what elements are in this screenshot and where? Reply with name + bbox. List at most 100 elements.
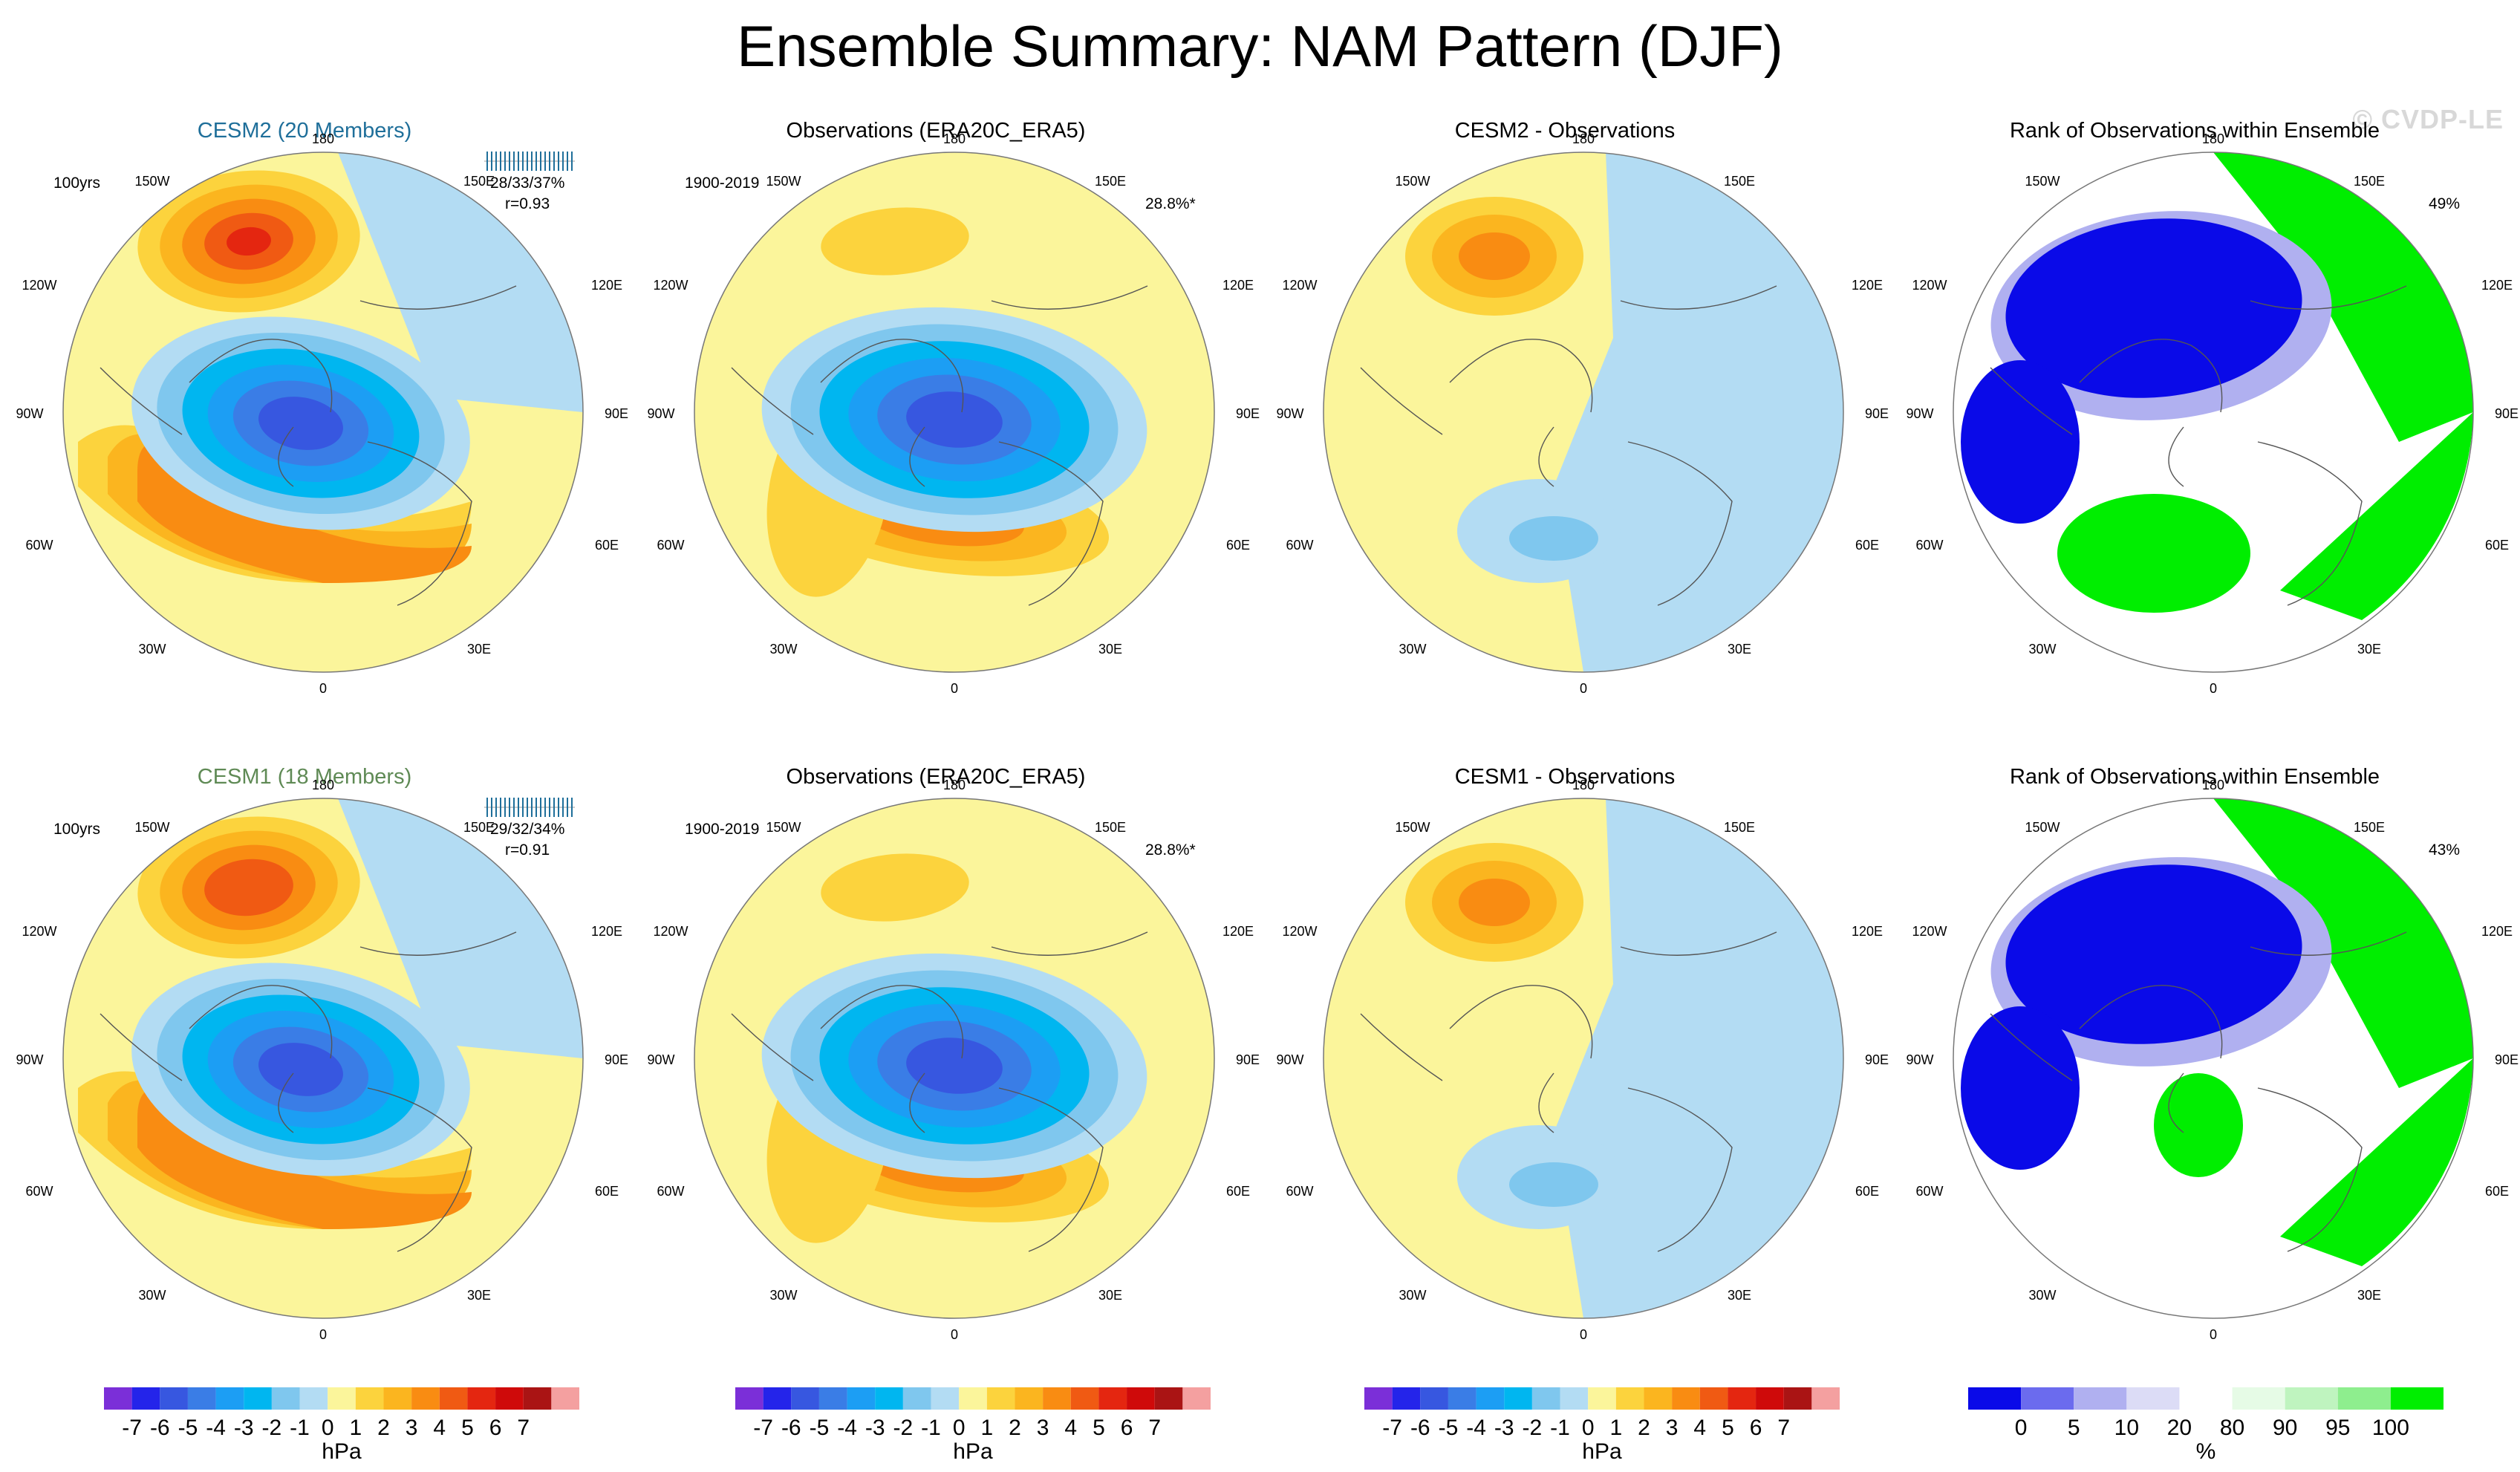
atlantic-high-contour (137, 442, 472, 583)
longitude-label-bottom: 0 (319, 681, 327, 696)
coastline (2250, 931, 2407, 956)
polar-map: 180 0 150W 120W 90W 60W 30W 150E 120E 90E 60E 30E (16, 131, 628, 696)
longitude-label-left-upper: 120W (22, 278, 56, 293)
negative-region-asia (338, 152, 583, 412)
colorbar-tick-label: -3 (234, 1416, 254, 1440)
colorbar-swatch (959, 1387, 987, 1410)
pacific-high-contour (821, 207, 969, 276)
colorbar-swatch (1756, 1387, 1784, 1410)
coastline (1627, 441, 1733, 606)
colorbar-tick-label: -5 (178, 1416, 198, 1440)
coastline (367, 441, 472, 606)
colorbar-swatch (875, 1387, 903, 1410)
arctic-low-contour (258, 1043, 343, 1096)
colorbar-tick-label: -1 (290, 1416, 310, 1440)
colorbar-swatch (2232, 1387, 2285, 1410)
colorbar-tick-label: 0 (953, 1416, 966, 1440)
coastline (1449, 985, 1593, 1059)
coastline (2079, 985, 2223, 1059)
colorbar-tick-label: -6 (781, 1416, 801, 1440)
colorbar-tick-label: -5 (1439, 1416, 1459, 1440)
colorbar-swatch (355, 1387, 384, 1410)
polar-map: 180 0 150W 120W 90W 60W 30W 150E 120E 90E 60E 30E (16, 778, 628, 1342)
pacific-high-contour (821, 853, 969, 922)
colorbar-swatch (1588, 1387, 1616, 1410)
map-border (694, 798, 1215, 1319)
longitude-label-left-mid: 90W (647, 1052, 674, 1067)
longitude-label-right-mid: 90E (2495, 406, 2519, 421)
longitude-label-left-top: 150W (134, 820, 169, 835)
panel-title: CESM1 - Observations (1454, 765, 1676, 789)
coastline (991, 285, 1148, 310)
coastline (359, 931, 517, 956)
panel-title: Observations (ERA20C_ERA5) (786, 119, 1086, 143)
longitude-label-right-lower: 60E (595, 1184, 619, 1199)
colorbar-tick-label: -6 (150, 1416, 170, 1440)
polar-map: 180 0 150W 120W 90W 60W 30W 150E 120E 90E 60E 30E (1906, 778, 2519, 1342)
colorbar-tick-label: 5 (1093, 1416, 1105, 1440)
colorbar-tick-label: 2 (1009, 1416, 1021, 1440)
panel-cesm2-model: CESM2 (20 Members) 180 0 150W 120W 90W 60W 30W 1… (15, 119, 628, 772)
low-rank-contour (1961, 360, 2080, 524)
longitude-label-bottom: 0 (1580, 1327, 1587, 1342)
longitude-label-right-lower: 60E (2485, 1184, 2509, 1199)
colorbar-3: -7 -6 -5 -4 -3 -2 -1 0 1 2 3 4 5 6 7 hPa (1286, 1381, 1851, 1467)
longitude-label-bottom: 0 (951, 681, 958, 696)
polar-map: 180 0 150W 120W 90W 60W 30W 150E 120E 90E 60E 30E (647, 131, 1260, 696)
colorbar-tick-label: -3 (865, 1416, 885, 1440)
longitude-label-top: 180 (312, 131, 334, 146)
coastline (278, 1072, 294, 1133)
coastline (998, 1087, 1104, 1252)
coastline (1538, 426, 1554, 487)
longitude-label-right-top: 150E (463, 820, 495, 835)
colorbar-swatch (411, 1387, 440, 1410)
longitude-label-left-upper: 120W (1282, 278, 1317, 293)
longitude-label-right-top: 150E (1724, 820, 1755, 835)
colorbar-swatch (847, 1387, 876, 1410)
colorbar-swatch (187, 1387, 216, 1410)
longitude-label-right-upper: 120E (1222, 278, 1254, 293)
longitude-label-left-lower: 60W (1286, 1184, 1313, 1199)
polar-map: 180 0 150W 120W 90W 60W 30W 150E 120E 90E 60E 30E (1276, 131, 1889, 696)
colorbar-tick-label: 2 (377, 1416, 390, 1440)
longitude-label-left-top: 150W (766, 174, 801, 189)
colorbar-swatch (1968, 1387, 2022, 1410)
colorbar-tick-label: -7 (1382, 1416, 1402, 1440)
colorbar-tick-label: 7 (517, 1416, 530, 1440)
longitude-label-left-bottom: 30W (138, 1288, 166, 1303)
longitude-label-bottom: 0 (1580, 681, 1587, 696)
colorbar-tick-label: -2 (1523, 1416, 1543, 1440)
colorbar-swatch (1644, 1387, 1673, 1410)
longitude-label-right-mid: 90E (1865, 406, 1889, 421)
watermark: © CVDP-LE (2352, 104, 2504, 134)
correlation-label: r=0.91 (505, 841, 550, 859)
longitude-label-right-upper: 120E (591, 278, 622, 293)
coastline (1360, 1013, 1443, 1081)
colorbar-swatch (2179, 1387, 2233, 1410)
longitude-label-right-upper: 120E (1852, 924, 1883, 939)
colorbar-tick-label: 0 (2015, 1416, 2028, 1440)
pct-stats-label: 28/33/37% (490, 175, 565, 192)
colorbar-swatch (1504, 1387, 1532, 1410)
longitude-label-right-lower: 60E (1226, 1184, 1250, 1199)
colorbar-tick-label: -7 (753, 1416, 773, 1440)
longitude-label-left-top: 150W (1395, 174, 1430, 189)
arctic-low-contour (258, 397, 343, 450)
longitude-label-left-mid: 90W (1276, 1052, 1303, 1067)
longitude-label-left-mid: 90W (1276, 406, 1303, 421)
panel-cesm1-obs: Observations (ERA20C_ERA5) 180 0 150W 120W 90… (646, 765, 1260, 1419)
colorbar-swatch (986, 1387, 1015, 1410)
colorbar-swatch (818, 1387, 847, 1410)
colorbar-tick-label: -3 (1494, 1416, 1514, 1440)
colorbar-tick-label: -4 (1466, 1416, 1486, 1440)
colorbar-tick-label: -7 (122, 1416, 142, 1440)
map-border (62, 798, 584, 1319)
panel-title: Rank of Observations within Ensemble (2009, 119, 2380, 143)
colorbar-swatch (1531, 1387, 1560, 1410)
panel-cesm2-obs: Observations (ERA20C_ERA5) 180 0 150W 120W 90… (646, 119, 1260, 772)
atlantic-high-contour (137, 1088, 472, 1229)
longitude-label-right-mid: 90E (2495, 1052, 2519, 1067)
longitude-label-left-bottom: 30W (1399, 642, 1426, 657)
panel-title: Rank of Observations within Ensemble (2009, 765, 2380, 789)
pct-stats-label: 29/32/34% (490, 821, 565, 838)
